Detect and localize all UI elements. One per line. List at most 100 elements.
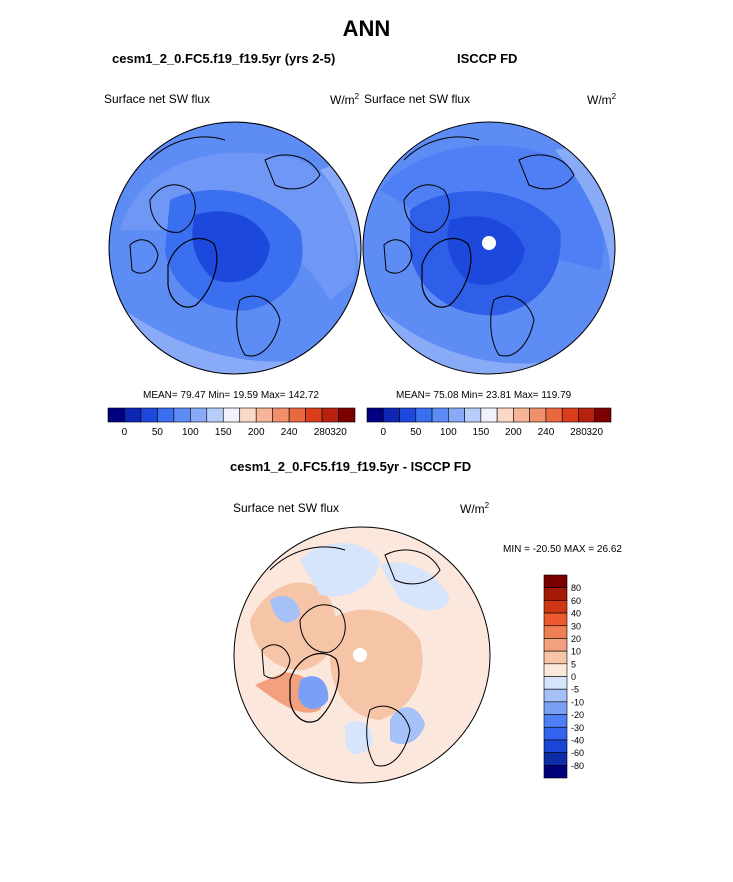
obs-greenland-outline (421, 237, 472, 308)
diff-colorbar-tick-label: 5 (571, 659, 576, 669)
model-colorbar-swatch (338, 407, 356, 423)
model-field-region-c (192, 211, 270, 283)
obs-colorbar: 0 50 100 150 200 240 280 320 (366, 407, 612, 438)
diff-minmax: MIN = -20.50 MAX = 26.62 (503, 544, 622, 555)
diff-pole-missing-data (353, 648, 367, 662)
model-alaska-outline (149, 136, 226, 161)
model-colorbar-tick-label: 320 (330, 427, 347, 438)
diff-field-region-d (300, 543, 380, 597)
model-colorbar-swatch (190, 407, 208, 423)
diff-panel-title: cesm1_2_0.FC5.f19_f19.5yr - ISCCP FD (230, 459, 472, 474)
diff-scandinavia-outline (366, 705, 411, 767)
diff-colorbar-tick-label: 80 (571, 583, 581, 593)
diff-unit-label: W/m2 (460, 501, 490, 516)
diff-field-region-f (270, 595, 300, 623)
diff-colorbar-tick-label: 40 (571, 609, 581, 619)
diff-colorbar-swatch (543, 739, 568, 753)
model-scandinavia-outline (236, 295, 281, 357)
diff-archipelago-outline (299, 604, 346, 653)
model-colorbar: 0 50 100 150 200 240 280 320 (107, 407, 356, 438)
obs-colorbar-tick-label: 50 (410, 427, 422, 438)
diff-colorbar-swatch (543, 676, 568, 690)
diff-colorbar-tick-label: -10 (571, 697, 584, 707)
model-map (109, 122, 361, 374)
diff-greenland-outline (289, 652, 340, 723)
diff-field-region-h (345, 721, 373, 755)
obs-pole-missing-data (482, 236, 496, 250)
diff-field-region-e (380, 562, 450, 611)
obs-colorbar-swatch (431, 407, 449, 423)
diff-colorbar-tick-label: -30 (571, 723, 584, 733)
diff-colorbar-swatch (543, 765, 568, 779)
model-colorbar-tick-label: 150 (215, 427, 232, 438)
diff-colorbar-swatch (543, 650, 568, 665)
diff-colorbar-swatch (543, 752, 568, 766)
diff-siberia-outline (384, 549, 441, 585)
obs-alaska-outline (403, 136, 480, 161)
obs-map (363, 122, 615, 374)
obs-colorbar-tick-label: 0 (380, 427, 386, 438)
model-colorbar-tick-label: 240 (281, 427, 298, 438)
model-variable-label: Surface net SW flux (104, 92, 211, 106)
obs-colorbar-swatch (415, 407, 433, 423)
model-stats: MEAN= 79.47 Min= 19.59 Max= 142.72 (143, 390, 319, 401)
obs-baffin-outline (383, 239, 413, 274)
diff-colorbar-swatch (543, 612, 568, 627)
diff-alaska-outline (269, 546, 346, 571)
obs-colorbar-swatch (529, 407, 547, 423)
diff-colorbar-tick-label: 0 (571, 672, 576, 682)
diff-colorbar-swatch (543, 701, 568, 715)
obs-scandinavia-outline (490, 295, 535, 357)
obs-siberia-outline (518, 154, 575, 190)
obs-map-border (362, 121, 616, 375)
diff-field-region-g (390, 707, 425, 745)
model-panel-title: cesm1_2_0.FC5.f19_f19.5yr (yrs 2-5) (112, 51, 336, 66)
model-colorbar-swatch (206, 407, 224, 423)
model-colorbar-tick-label: 100 (182, 427, 199, 438)
obs-archipelago-outline (403, 184, 450, 233)
model-colorbar-swatch (255, 407, 273, 423)
model-colorbar-swatch (239, 407, 257, 423)
model-colorbar-swatch (288, 407, 306, 423)
diff-colorbar-tick-label: -40 (571, 735, 584, 745)
model-colorbar-tick-label: 50 (152, 427, 164, 438)
model-siberia-outline (264, 154, 321, 190)
obs-colorbar-swatch (561, 407, 579, 423)
diff-colorbar-tick-label: -5 (571, 685, 579, 695)
obs-colorbar-swatch (448, 407, 465, 423)
obs-field-region-c (447, 216, 525, 285)
diff-colorbar-swatch (543, 625, 568, 639)
diff-colorbar-swatch (543, 574, 568, 588)
diff-colorbar-swatch (543, 638, 568, 652)
diff-map-border (233, 526, 491, 784)
diff-field-region-i (298, 676, 329, 710)
diff-colorbar-swatch (543, 663, 568, 677)
model-unit-label: W/m2 (330, 92, 360, 107)
diff-colorbar-swatch (543, 587, 568, 601)
obs-variable-label: Surface net SW flux (364, 92, 471, 106)
diff-map (234, 527, 490, 783)
diff-colorbar-swatch (543, 726, 568, 741)
obs-colorbar-swatch (496, 407, 514, 423)
obs-unit-label: W/m2 (587, 92, 617, 107)
obs-colorbar-swatch (464, 407, 482, 423)
model-map-border (108, 121, 362, 375)
model-colorbar-tick-label: 200 (248, 427, 265, 438)
obs-colorbar-swatch (578, 407, 596, 423)
obs-colorbar-tick-label: 240 (538, 427, 555, 438)
diff-colorbar-tick-label: -80 (571, 761, 584, 771)
model-colorbar-swatch (173, 407, 191, 423)
model-colorbar-swatch (272, 407, 290, 423)
obs-colorbar-swatch (594, 407, 612, 423)
model-colorbar-swatch (124, 407, 142, 423)
diff-colorbar-tick-label: 60 (571, 596, 581, 606)
obs-panel-title: ISCCP FD (457, 51, 518, 66)
obs-stats: MEAN= 75.08 Min= 23.81 Max= 119.79 (396, 390, 572, 401)
model-colorbar-swatch (321, 407, 339, 423)
diff-colorbar: 80 60 40 30 20 10 5 0 -5 -10 -20 -30 -40 -60 -80 (543, 574, 584, 779)
diff-colorbar-swatch (543, 600, 568, 614)
model-colorbar-tick-label: 280 (314, 427, 331, 438)
obs-colorbar-tick-label: 320 (586, 427, 603, 438)
diff-variable-label: Surface net SW flux (233, 501, 340, 515)
model-colorbar-swatch (140, 407, 158, 423)
